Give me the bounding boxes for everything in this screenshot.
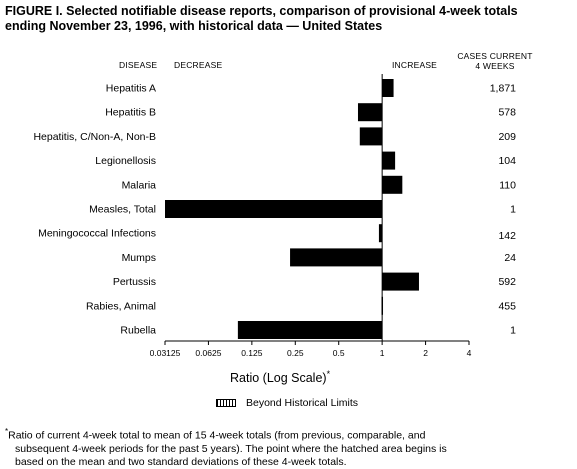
cases-value: 578 [498,107,516,119]
header-cases-line-1: CASES CURRENT [457,51,533,61]
cases-value: 110 [499,179,516,191]
figure-title: FIGURE I. Selected notifiable disease re… [5,4,570,34]
x-tick-label: 0.5 [333,348,345,358]
category-label: Rubella [120,325,156,337]
bar [290,248,383,267]
title-line-2: ending November 23, 1996, with historica… [5,19,383,33]
header-cases-line-2: 4 WEEKS [475,61,515,71]
x-axis-label-mark: * [326,369,331,379]
x-tick-label: 0.0625 [195,348,221,358]
bar [378,224,383,243]
cases-value: 1 [510,325,516,337]
x-tick-label: 2 [423,348,428,358]
bar [359,127,383,146]
cases-value: 24 [504,252,516,264]
category-label: Hepatitis, C/Non-A, Non-B [33,131,156,143]
bar [381,296,384,315]
category-label: Hepatitis A [106,83,156,95]
x-tick-label: 0.125 [241,348,263,358]
category-label: Rabies, Animal [86,300,156,312]
x-tick-label: 4 [467,348,472,358]
footnote-mark: * [5,427,9,436]
bar [165,200,383,218]
category-label: Mumps [122,252,156,264]
bar [357,103,383,122]
header-increase: INCREASE [392,60,438,70]
cases-value: 104 [498,155,516,167]
category-label: Measles, Total [89,204,156,216]
category-label: Meningococcal Infections [38,228,156,240]
bar [382,175,403,194]
x-axis-label-text: Ratio (Log Scale) [230,371,327,386]
legend: Beyond Historical Limits [216,397,358,409]
x-tick-label: 0.03125 [150,348,181,358]
legend-label: Beyond Historical Limits [246,397,359,409]
header-decrease: DECREASE [174,60,223,70]
footnote-line-1-text: Ratio of current 4-week total to mean of… [8,429,426,442]
bar [382,151,396,170]
header-cases: CASES CURRENT 4 WEEKS [448,51,542,71]
title-line-1: FIGURE I. Selected notifiable disease re… [5,4,518,18]
x-tick-label: 0.25 [287,348,304,358]
bar [382,272,419,291]
bar [237,321,383,339]
bar [382,79,394,97]
footnote-line-3: based on the mean and two standard devia… [15,455,347,468]
cases-value: 1 [510,204,516,216]
legend-hatch-swatch [216,399,236,407]
x-tick-label: 1 [380,348,385,358]
category-label: Hepatitis B [105,107,156,119]
header-disease: DISEASE [119,60,158,70]
category-label: Legionellosis [95,155,156,167]
cases-value: 592 [498,276,516,288]
footnote-line-2: subsequent 4-week periods for the past 5… [15,442,447,455]
category-label: Pertussis [113,276,156,288]
cases-value: 209 [498,131,516,143]
cases-value: 1,871 [490,83,516,95]
x-axis-label: Ratio (Log Scale)* [230,369,460,385]
category-label: Malaria [122,179,157,191]
footnote: *Ratio of current 4-week total to mean o… [5,425,570,469]
cases-value: 142 [498,230,516,242]
footnote-line-1: *Ratio of current 4-week total to mean o… [5,425,570,443]
cases-value: 455 [498,300,516,312]
